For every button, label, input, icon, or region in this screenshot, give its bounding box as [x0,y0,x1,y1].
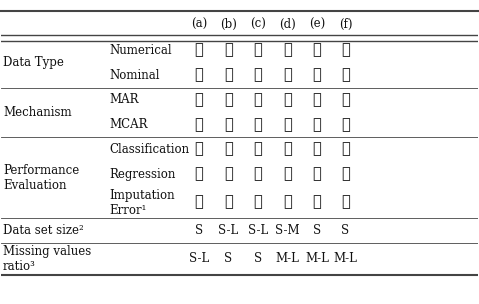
Text: Performance
Evaluation: Performance Evaluation [3,164,80,192]
Text: ✗: ✗ [283,93,292,107]
Text: ✓: ✓ [253,68,262,82]
Text: ✓: ✓ [224,195,233,209]
Text: ✗: ✗ [341,68,350,82]
Text: M-L: M-L [333,252,357,265]
Text: S: S [253,252,262,265]
Text: ✓: ✓ [312,68,321,82]
Text: ✗: ✗ [283,168,292,181]
Text: Numerical: Numerical [110,44,172,57]
Text: ✓: ✓ [283,118,292,132]
Text: Regression: Regression [110,168,176,181]
Text: S: S [313,224,321,237]
Text: ✓: ✓ [312,195,321,209]
Text: Data Type: Data Type [3,56,64,69]
Text: ✗: ✗ [341,168,350,181]
Text: M-L: M-L [275,252,299,265]
Text: ✓: ✓ [194,118,203,132]
Text: (e): (e) [309,18,325,31]
Text: ✗: ✗ [341,143,350,157]
Text: ✓: ✓ [341,43,350,57]
Text: ✗: ✗ [312,168,321,181]
Text: M-L: M-L [305,252,329,265]
Text: ✓: ✓ [194,43,203,57]
Text: ✗: ✗ [312,143,321,157]
Text: (f): (f) [339,18,352,31]
Text: ✓: ✓ [283,143,292,157]
Text: ✓: ✓ [253,118,262,132]
Text: ✗: ✗ [253,93,262,107]
Text: ✗: ✗ [224,168,233,181]
Text: ✓: ✓ [224,68,233,82]
Text: ✗: ✗ [341,93,350,107]
Text: ✗: ✗ [194,93,203,107]
Text: S-L: S-L [218,224,239,237]
Text: (d): (d) [279,18,296,31]
Text: Mechanism: Mechanism [3,106,72,119]
Text: ✗: ✗ [283,195,292,209]
Text: ✓: ✓ [253,43,262,57]
Text: ✗: ✗ [194,195,203,209]
Text: ✓: ✓ [194,168,203,181]
Text: Missing values
ratio³: Missing values ratio³ [3,245,91,273]
Text: ✗: ✗ [253,143,262,157]
Text: ✓: ✓ [312,43,321,57]
Text: ✓: ✓ [224,43,233,57]
Text: ✓: ✓ [194,143,203,157]
Text: ✗: ✗ [224,143,233,157]
Text: (a): (a) [191,18,207,31]
Text: ✗: ✗ [283,43,292,57]
Text: ✗: ✗ [312,93,321,107]
Text: S-M: S-M [275,224,299,237]
Text: ✗: ✗ [224,93,233,107]
Text: S-L: S-L [189,252,209,265]
Text: ✓: ✓ [283,68,292,82]
Text: S: S [225,252,233,265]
Text: Nominal: Nominal [110,69,160,82]
Text: ✗: ✗ [253,168,262,181]
Text: ✓: ✓ [341,195,350,209]
Text: (b): (b) [220,18,237,31]
Text: S: S [342,224,350,237]
Text: ✓: ✓ [224,118,233,132]
Text: S-L: S-L [248,224,268,237]
Text: Imputation
Error¹: Imputation Error¹ [110,188,175,216]
Text: ✓: ✓ [253,195,262,209]
Text: MAR: MAR [110,93,139,106]
Text: Classification: Classification [110,143,190,156]
Text: S: S [195,224,203,237]
Text: Data set size²: Data set size² [3,224,84,237]
Text: ✓: ✓ [312,118,321,132]
Text: ✗: ✗ [194,68,203,82]
Text: (c): (c) [250,18,265,31]
Text: ✓: ✓ [341,118,350,132]
Text: MCAR: MCAR [110,118,148,131]
